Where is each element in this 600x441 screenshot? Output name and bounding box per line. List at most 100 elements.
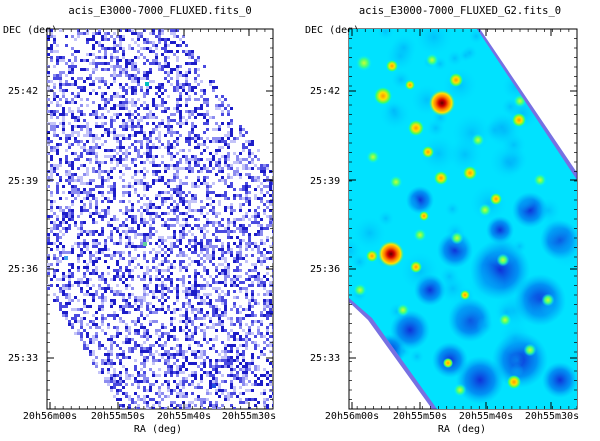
pixel <box>179 347 182 350</box>
pixel <box>146 185 149 188</box>
pixel <box>77 134 80 137</box>
pixel <box>203 398 206 401</box>
pixel <box>53 110 56 113</box>
pixel <box>179 98 182 101</box>
pixel <box>128 230 131 233</box>
pixel <box>206 248 209 251</box>
pixel <box>185 269 188 272</box>
pixel <box>227 359 230 362</box>
pixel <box>197 308 200 311</box>
pixel <box>227 155 230 158</box>
pixel <box>95 92 98 95</box>
pixel <box>230 206 233 209</box>
pixel <box>86 152 89 155</box>
pixel <box>191 131 194 134</box>
pixel <box>191 125 194 128</box>
pixel <box>197 170 200 173</box>
pixel <box>170 347 173 350</box>
pixel <box>59 224 62 227</box>
pixel <box>263 203 266 206</box>
pixel <box>248 149 251 152</box>
pixel <box>176 122 179 125</box>
pixel <box>263 389 266 392</box>
pixel <box>59 197 62 200</box>
pixel <box>131 158 134 161</box>
pixel <box>272 200 273 203</box>
pixel <box>113 311 116 314</box>
pixel <box>116 95 119 98</box>
pixel <box>110 335 113 338</box>
pixel <box>104 140 107 143</box>
pixel <box>140 119 143 122</box>
pixel <box>227 332 230 335</box>
pixel <box>122 320 125 323</box>
bright-pixel <box>212 384 216 388</box>
pixel <box>83 317 86 320</box>
pixel <box>113 197 116 200</box>
pixel <box>176 287 179 290</box>
pixel <box>170 278 173 281</box>
pixel <box>242 287 245 290</box>
pixel <box>80 89 83 92</box>
pixel <box>227 143 230 146</box>
pixel <box>179 308 182 311</box>
pixel <box>251 293 254 296</box>
pixel <box>137 398 140 401</box>
pixel <box>203 365 206 368</box>
pixel <box>254 263 257 266</box>
pixel <box>86 38 89 41</box>
pixel <box>119 59 122 62</box>
pixel <box>59 104 62 107</box>
pixel <box>146 182 149 185</box>
pixel <box>116 344 119 347</box>
pixel <box>167 38 170 41</box>
pixel <box>254 218 257 221</box>
pixel <box>65 212 68 215</box>
pixel <box>167 389 170 392</box>
pixel <box>161 353 164 356</box>
pixel <box>125 158 128 161</box>
pixel <box>125 122 128 125</box>
pixel <box>122 128 125 131</box>
pixel <box>149 152 152 155</box>
pixel <box>77 131 80 134</box>
pixel <box>59 161 62 164</box>
pixel <box>95 62 98 65</box>
pixel <box>194 398 197 401</box>
pixel <box>98 161 101 164</box>
pixel <box>182 74 185 77</box>
pixel <box>185 287 188 290</box>
source <box>410 261 422 273</box>
pixel <box>65 251 68 254</box>
pixel <box>56 104 59 107</box>
pixel <box>185 293 188 296</box>
pixel <box>119 251 122 254</box>
pixel <box>134 149 137 152</box>
pixel <box>125 101 128 104</box>
mid-intensity-patch <box>447 293 484 331</box>
pixel <box>224 230 227 233</box>
pixel <box>80 221 83 224</box>
pixel <box>221 299 224 302</box>
pixel <box>176 344 179 347</box>
pixel <box>239 128 242 131</box>
pixel <box>209 221 212 224</box>
pixel <box>185 92 188 95</box>
pixel <box>122 311 125 314</box>
y-tick-label: 25:33 <box>310 353 340 364</box>
pixel <box>179 254 182 257</box>
pixel <box>128 239 131 242</box>
pixel <box>107 47 110 50</box>
pixel <box>269 380 272 383</box>
pixel <box>146 260 149 263</box>
pixel <box>86 104 89 107</box>
pixel <box>218 194 221 197</box>
pixel <box>86 263 89 266</box>
pixel <box>176 374 179 377</box>
mid-intensity-patch <box>409 349 424 364</box>
pixel <box>170 374 173 377</box>
pixel <box>248 302 251 305</box>
pixel <box>155 332 158 335</box>
pixel <box>257 248 260 251</box>
pixel <box>113 386 116 389</box>
